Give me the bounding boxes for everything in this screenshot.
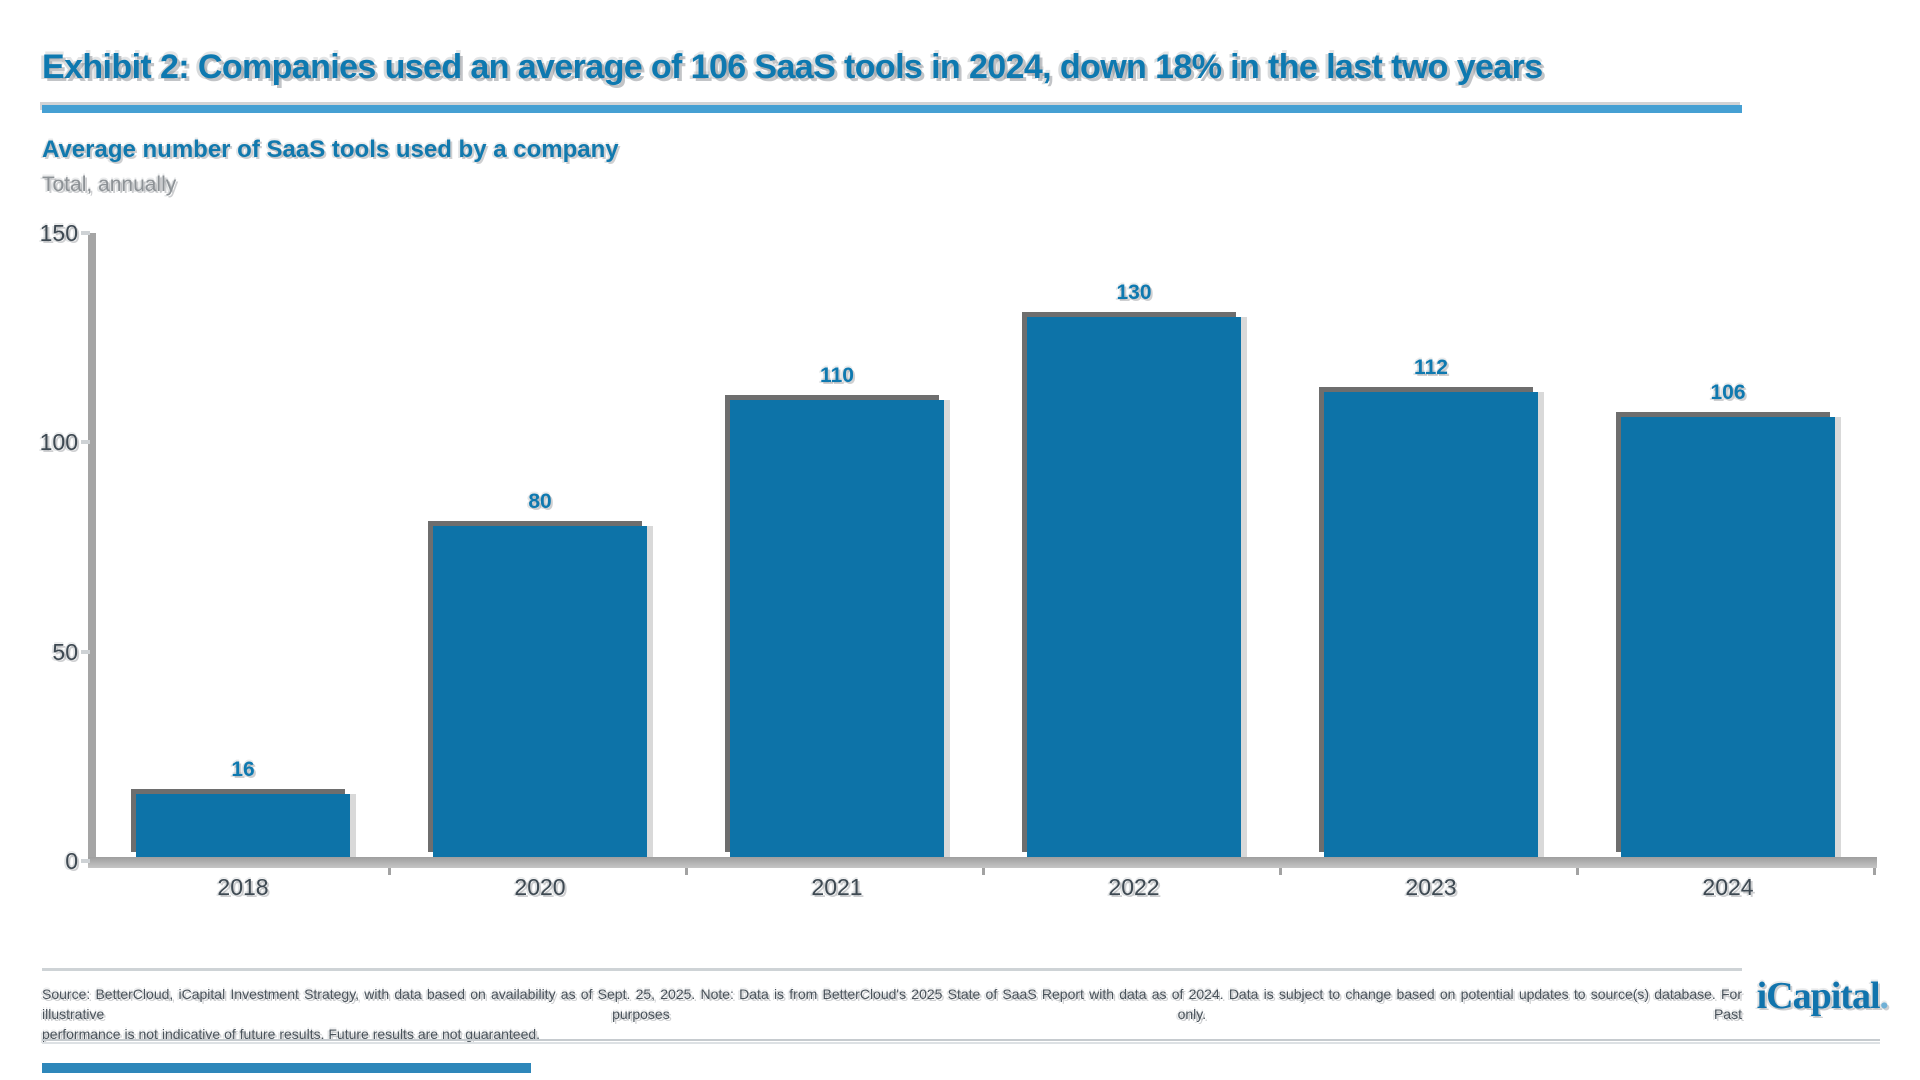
bar-2024 [1621,417,1835,857]
icapital-logo: iCapital. [1756,974,1889,1018]
value-label-2018: 16 [231,758,255,781]
source-note-line1: Source: BetterCloud, iCapital Investment… [42,986,1742,1022]
x-boundary-tick-6 [1873,868,1876,875]
chart-unit-label: Total, annually [42,173,177,196]
y-tick-label-50: 50 [52,639,78,665]
icapital-logo-text: iCapital [1756,975,1881,1017]
value-label-2024: 106 [1710,381,1746,404]
value-label-2022: 130 [1116,281,1152,304]
bottom-separator [42,1039,1880,1044]
title-underline [42,105,1742,113]
bar-2020 [433,526,647,857]
y-axis-line [88,233,96,868]
y-tick-label-0: 0 [65,848,78,874]
y-tick-mark-150 [81,231,90,235]
footer-separator [42,968,1742,971]
x-boundary-tick-5 [1576,868,1579,875]
x-tick-label-2020: 2020 [514,874,566,900]
y-tick-mark-50 [81,650,90,654]
y-tick-mark-100 [81,440,90,444]
source-note: Source: BetterCloud, iCapital Investment… [42,984,1742,1044]
y-tick-label-100: 100 [39,429,78,455]
bar-2018 [136,794,350,857]
value-label-2020: 80 [528,490,552,513]
bottom-accent-bar [42,1063,531,1073]
x-tick-label-2018: 2018 [217,874,269,900]
value-label-2021: 110 [820,364,854,387]
y-tick-mark-0 [81,859,90,863]
x-boundary-tick-3 [982,868,985,875]
bar-2021 [730,400,944,857]
chart-subtitle: Average number of SaaS tools used by a c… [42,136,619,163]
source-note-line2: performance is not indicative of future … [42,1026,541,1042]
bar-2023 [1324,392,1538,857]
x-boundary-tick-4 [1279,868,1282,875]
exhibit-title: Exhibit 2: Companies used an average of … [42,48,1543,86]
y-tick-label-150: 150 [39,220,78,246]
x-tick-label-2023: 2023 [1405,874,1457,900]
x-axis-line [88,857,1877,868]
icapital-logo-dot: . [1879,975,1889,1017]
x-tick-label-2022: 2022 [1108,874,1160,900]
x-tick-label-2021: 2021 [811,874,863,900]
value-label-2023: 112 [1414,356,1448,379]
x-tick-label-2024: 2024 [1702,874,1754,900]
x-boundary-tick-1 [388,868,391,875]
bar-2022 [1027,317,1241,857]
x-boundary-tick-2 [685,868,688,875]
